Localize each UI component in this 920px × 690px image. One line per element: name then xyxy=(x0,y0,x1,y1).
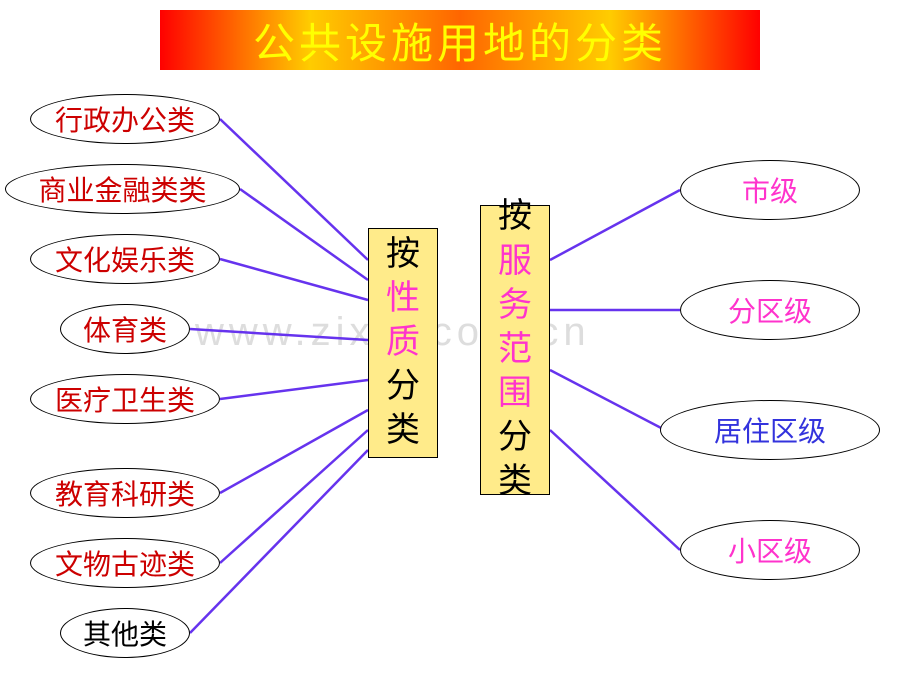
right-node: 市级 xyxy=(680,160,860,220)
box-char: 按 xyxy=(498,195,532,239)
box-char: 围 xyxy=(498,372,532,416)
node-label: 居住区级 xyxy=(714,410,826,450)
left-node: 体育类 xyxy=(60,304,190,354)
classify-by-scope: 按服务范围分类 xyxy=(480,205,550,495)
right-node: 小区级 xyxy=(680,520,860,580)
node-label: 分区级 xyxy=(728,290,812,330)
left-node: 医疗卫生类 xyxy=(30,374,220,424)
node-label: 商业金融类类 xyxy=(38,169,206,209)
node-label: 市级 xyxy=(742,170,798,210)
classify-by-nature: 按性质分类 xyxy=(368,228,438,458)
box-char: 服 xyxy=(498,240,532,284)
right-node: 分区级 xyxy=(680,280,860,340)
box-char: 类 xyxy=(498,460,532,504)
left-node: 其他类 xyxy=(60,608,190,658)
node-label: 其他类 xyxy=(83,613,167,653)
node-label: 医疗卫生类 xyxy=(55,379,195,419)
box-char: 类 xyxy=(386,409,420,453)
box-char: 分 xyxy=(498,416,532,460)
left-node: 商业金融类类 xyxy=(5,164,240,214)
left-node: 文物古迹类 xyxy=(30,538,220,588)
node-label: 小区级 xyxy=(728,530,812,570)
right-node: 居住区级 xyxy=(660,400,880,460)
node-label: 行政办公类 xyxy=(55,99,195,139)
left-node: 文化娱乐类 xyxy=(30,234,220,284)
box-char: 性 xyxy=(386,277,420,321)
node-label: 文化娱乐类 xyxy=(55,239,195,279)
box-char: 按 xyxy=(386,233,420,277)
box-char: 范 xyxy=(498,328,532,372)
box-char: 质 xyxy=(386,321,420,365)
left-node: 行政办公类 xyxy=(30,94,220,144)
left-node: 教育科研类 xyxy=(30,468,220,518)
box-char: 分 xyxy=(386,365,420,409)
box-char: 务 xyxy=(498,284,532,328)
node-label: 体育类 xyxy=(83,309,167,349)
node-label: 文物古迹类 xyxy=(55,543,195,583)
node-label: 教育科研类 xyxy=(55,473,195,513)
